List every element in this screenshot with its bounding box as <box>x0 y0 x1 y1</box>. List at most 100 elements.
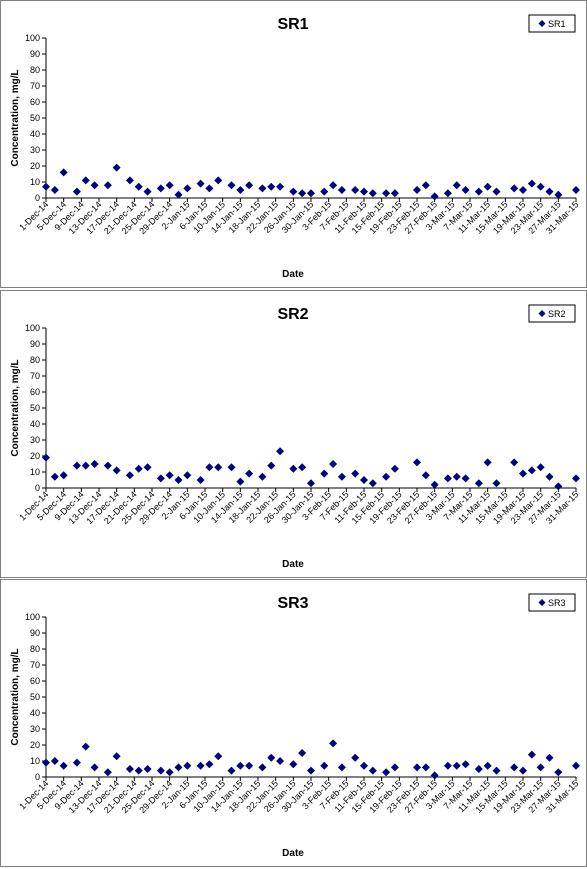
data-point-sr2 <box>554 482 563 491</box>
data-point-sr3 <box>461 760 470 769</box>
data-point-sr3 <box>59 761 68 770</box>
legend-sr3: SR3 <box>528 593 576 612</box>
y-tick-label: 70 <box>30 660 40 670</box>
data-point-sr1 <box>196 179 205 188</box>
data-point-sr2 <box>545 472 554 481</box>
data-point-sr3 <box>112 752 121 761</box>
data-point-sr2 <box>205 463 214 472</box>
data-point-sr3 <box>174 763 183 772</box>
y-tick-label: 50 <box>30 113 40 123</box>
data-point-sr3 <box>205 760 214 769</box>
data-point-sr3 <box>298 749 307 757</box>
data-point-sr1 <box>545 187 554 196</box>
data-point-sr2 <box>81 461 90 470</box>
data-point-sr3 <box>351 753 360 762</box>
data-point-sr1 <box>329 181 338 190</box>
y-tick-label: 90 <box>30 49 40 59</box>
data-point-sr2 <box>483 458 492 467</box>
legend-label: SR1 <box>548 19 566 29</box>
data-point-sr3 <box>103 768 112 777</box>
data-point-sr2 <box>329 460 338 468</box>
y-tick-label: 60 <box>30 387 40 397</box>
data-point-sr3 <box>360 761 368 770</box>
data-point-sr2 <box>174 476 183 484</box>
y-tick-label: 0 <box>35 772 40 782</box>
legend-marker <box>538 20 546 27</box>
data-point-sr1 <box>390 189 399 198</box>
data-point-sr1 <box>214 176 223 185</box>
data-point-sr3 <box>72 758 81 767</box>
chart-title-sr2: SR2 <box>277 306 308 323</box>
data-point-sr3 <box>443 761 452 770</box>
data-point-sr3 <box>519 766 527 775</box>
data-point-sr2 <box>258 472 267 481</box>
legend-box <box>528 304 576 323</box>
data-point-sr3 <box>390 763 399 772</box>
legend-label: SR3 <box>548 598 566 608</box>
scatter-chart-sr3: SR301020304050607080901001-Dec-145-Dec-1… <box>10 593 580 859</box>
data-point-sr2 <box>183 471 192 480</box>
y-axis-label: Concentration, mg/L <box>10 359 21 456</box>
data-point-sr2 <box>125 471 134 480</box>
data-point-sr1 <box>452 181 461 190</box>
y-tick-label: 20 <box>30 740 40 750</box>
y-tick-label: 90 <box>30 339 40 349</box>
y-tick-label: 10 <box>30 467 40 477</box>
data-point-sr1 <box>320 187 329 196</box>
data-point-sr2 <box>298 463 307 472</box>
data-point-sr2 <box>267 461 276 470</box>
data-point-sr3 <box>289 760 298 769</box>
y-tick-label: 40 <box>30 419 40 429</box>
scatter-chart-sr2: SR201020304050607080901001-Dec-145-Dec-1… <box>10 304 580 570</box>
data-point-sr1 <box>81 176 90 185</box>
data-point-sr1 <box>443 189 452 198</box>
data-point-sr3 <box>527 750 536 759</box>
data-point-sr3 <box>572 761 580 770</box>
data-point-sr2 <box>112 466 121 475</box>
y-tick-label: 60 <box>30 97 40 107</box>
chart-panel-sr2: SR2 0 10 20 30 40 50 60 70 80 90 100 1-Dec-14 5-Dec-1… <box>0 290 587 578</box>
legend-sr2: SR2 <box>528 304 576 323</box>
data-point-sr3 <box>320 761 329 770</box>
data-point-sr2 <box>413 458 421 467</box>
data-point-sr3 <box>337 763 346 772</box>
data-point-sr1 <box>461 186 470 194</box>
chart-panel-sr3: SR3 0 10 20 30 40 50 60 70 80 90 100 1-Dec-14 5-Dec-1… <box>0 579 587 867</box>
data-point-sr1 <box>50 186 59 194</box>
data-point-sr2 <box>289 464 298 473</box>
data-point-sr1 <box>90 181 99 190</box>
data-point-sr3 <box>483 761 492 770</box>
data-point-sr1 <box>382 189 391 198</box>
chart-panel-sr1: SR1 0 10 20 30 40 50 60 70 80 90 100 1-Dec-14 5-Dec-1… <box>0 0 587 288</box>
data-point-sr3 <box>452 761 461 770</box>
y-tick-label: 100 <box>25 33 40 43</box>
y-tick-label: 70 <box>30 371 40 381</box>
data-point-sr3 <box>42 758 50 767</box>
data-point-sr1 <box>527 179 536 188</box>
data-point-sr2 <box>143 463 152 472</box>
data-point-sr3 <box>474 765 483 773</box>
data-point-sr2 <box>452 472 461 481</box>
y-tick-label: 40 <box>30 708 40 718</box>
data-point-sr3 <box>258 763 267 772</box>
legend-label: SR2 <box>548 309 566 319</box>
data-point-sr1 <box>42 182 50 191</box>
data-point-sr2 <box>320 469 329 478</box>
data-point-sr3 <box>156 766 165 775</box>
data-point-sr2 <box>536 463 545 472</box>
data-point-sr3 <box>413 763 421 772</box>
data-point-sr1 <box>360 187 368 196</box>
y-tick-label: 30 <box>30 435 40 445</box>
data-point-sr1 <box>510 184 519 193</box>
data-point-sr2 <box>368 479 377 488</box>
data-point-sr3 <box>214 752 223 761</box>
data-point-sr3 <box>329 739 338 748</box>
y-tick-label: 60 <box>30 676 40 686</box>
data-point-sr2 <box>337 472 346 481</box>
data-point-sr3 <box>276 757 285 765</box>
y-tick-label: 100 <box>25 323 40 333</box>
data-point-sr2 <box>90 460 99 468</box>
data-point-sr1 <box>125 176 134 185</box>
data-point-sr2 <box>103 461 112 470</box>
